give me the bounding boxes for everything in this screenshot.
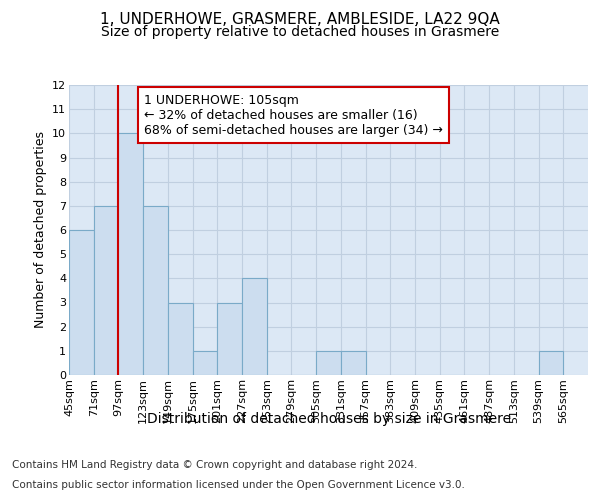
Bar	[168, 302, 193, 375]
Y-axis label: Number of detached properties: Number of detached properties	[34, 132, 47, 328]
Bar	[316, 351, 341, 375]
Bar	[143, 206, 168, 375]
Text: 1, UNDERHOWE, GRASMERE, AMBLESIDE, LA22 9QA: 1, UNDERHOWE, GRASMERE, AMBLESIDE, LA22 …	[100, 12, 500, 28]
Bar	[118, 134, 143, 375]
Text: Distribution of detached houses by size in Grasmere: Distribution of detached houses by size …	[147, 412, 511, 426]
Bar	[69, 230, 94, 375]
Text: 1 UNDERHOWE: 105sqm
← 32% of detached houses are smaller (16)
68% of semi-detach: 1 UNDERHOWE: 105sqm ← 32% of detached ho…	[144, 94, 443, 136]
Bar	[193, 351, 217, 375]
Bar	[94, 206, 118, 375]
Bar	[217, 302, 242, 375]
Text: Size of property relative to detached houses in Grasmere: Size of property relative to detached ho…	[101, 25, 499, 39]
Text: Contains HM Land Registry data © Crown copyright and database right 2024.: Contains HM Land Registry data © Crown c…	[12, 460, 418, 470]
Bar	[341, 351, 365, 375]
Text: Contains public sector information licensed under the Open Government Licence v3: Contains public sector information licen…	[12, 480, 465, 490]
Bar	[539, 351, 563, 375]
Bar	[242, 278, 267, 375]
